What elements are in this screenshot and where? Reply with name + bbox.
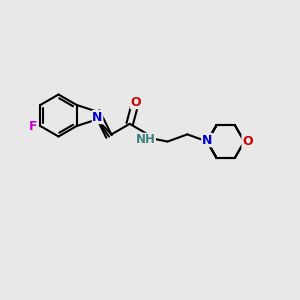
Text: F: F [28,119,37,133]
Text: NH: NH [136,133,155,146]
Text: O: O [130,96,141,109]
Text: N: N [202,134,212,146]
Text: O: O [242,135,253,148]
Text: N: N [92,111,103,124]
Text: N: N [202,134,212,146]
